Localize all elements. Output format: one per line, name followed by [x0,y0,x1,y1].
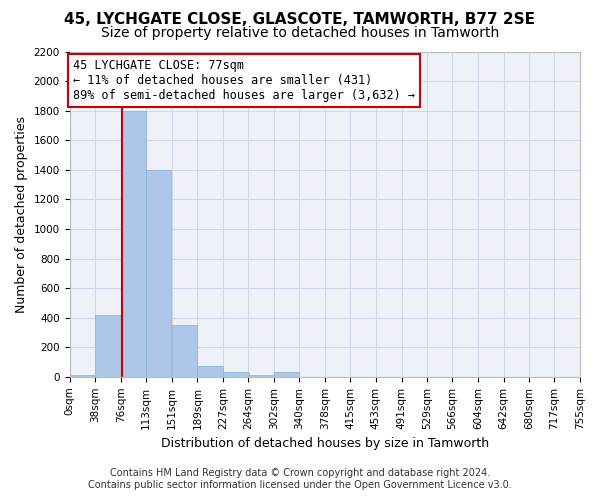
Bar [146,170,172,377]
Text: 45 LYCHGATE CLOSE: 77sqm
← 11% of detached houses are smaller (431)
89% of semi-: 45 LYCHGATE CLOSE: 77sqm ← 11% of detach… [73,59,415,102]
Text: 45, LYCHGATE CLOSE, GLASCOTE, TAMWORTH, B77 2SE: 45, LYCHGATE CLOSE, GLASCOTE, TAMWORTH, … [65,12,536,28]
Bar [95,314,121,377]
Bar [70,374,95,377]
Bar [121,110,146,377]
Bar [172,325,197,377]
Bar [223,372,248,377]
X-axis label: Distribution of detached houses by size in Tamworth: Distribution of detached houses by size … [161,437,489,450]
Y-axis label: Number of detached properties: Number of detached properties [15,116,28,312]
Text: Size of property relative to detached houses in Tamworth: Size of property relative to detached ho… [101,26,499,40]
Bar [248,374,274,377]
Bar [197,366,223,377]
Text: Contains HM Land Registry data © Crown copyright and database right 2024.
Contai: Contains HM Land Registry data © Crown c… [88,468,512,490]
Bar [274,372,299,377]
